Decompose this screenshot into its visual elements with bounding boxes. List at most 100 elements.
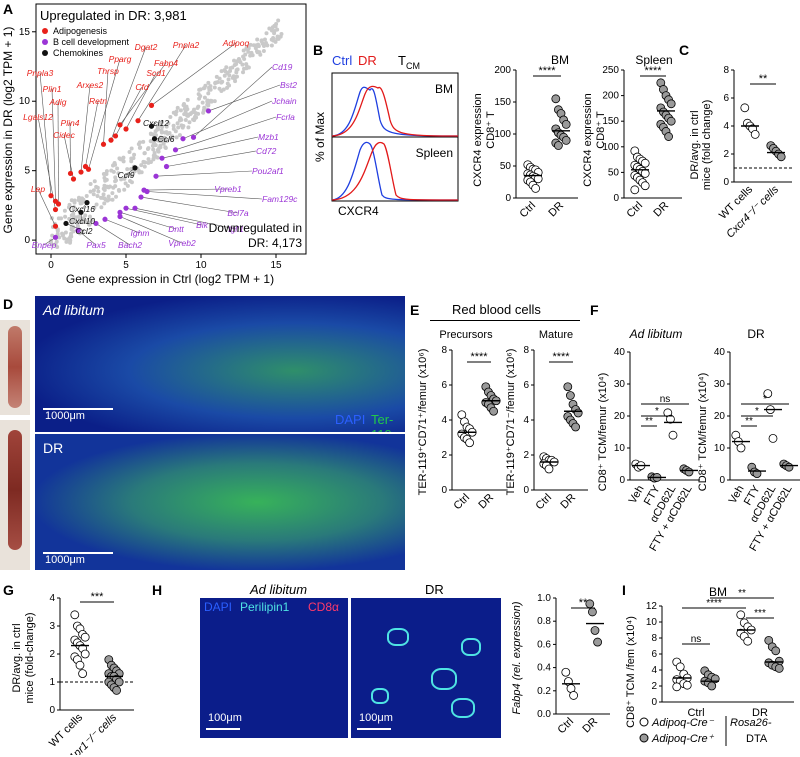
panel-h-scale-ad: 100μm bbox=[208, 712, 242, 724]
panel-f-dr-ylabel: CD8⁺ TCM/femur (x10⁴) bbox=[697, 373, 709, 492]
y-tick-label: 50 bbox=[608, 167, 620, 178]
y-tick-label: 8 bbox=[723, 65, 729, 76]
gene-point bbox=[155, 155, 160, 160]
gene-point-adipo bbox=[108, 137, 114, 143]
y-tick-label: 3 bbox=[49, 621, 55, 632]
gene-point bbox=[92, 205, 97, 210]
gene-label: Cxcl10 bbox=[69, 216, 95, 226]
gene-point bbox=[275, 34, 280, 39]
gene-point bbox=[145, 146, 150, 151]
gene-point-bcell bbox=[75, 227, 81, 233]
panel-letter-g: G bbox=[3, 582, 14, 598]
leader-line bbox=[119, 212, 177, 230]
leader-line bbox=[119, 62, 167, 126]
data-point bbox=[114, 677, 124, 687]
gene-point bbox=[261, 48, 266, 53]
panel-a-gene-labels: Pnpla3 Plin1 Adig Lgals12 Plin4 Cidec Retn Arxe… bbox=[23, 38, 298, 250]
gene-point bbox=[91, 192, 96, 197]
panel-b-ylabel: % of Max bbox=[313, 112, 327, 162]
data-point bbox=[750, 130, 760, 139]
gene-point bbox=[121, 155, 126, 160]
category-label: Ctrl bbox=[518, 200, 539, 221]
y-tick-label: 50 bbox=[500, 161, 512, 172]
gene-point bbox=[64, 239, 69, 244]
gene-point-adipo bbox=[55, 201, 62, 207]
gene-point bbox=[127, 150, 132, 155]
y-tick-label: 0 bbox=[651, 697, 657, 708]
gene-point bbox=[169, 136, 174, 141]
panel-h-scale-bar-dr bbox=[357, 728, 391, 730]
gene-label: Mzb1 bbox=[258, 132, 279, 142]
gene-label: Blk bbox=[196, 220, 209, 230]
gene-label: Cxcl12 bbox=[143, 118, 169, 128]
panel-b-bm-ylabel-1: CXCR4 expression bbox=[472, 93, 484, 187]
y-tick-label: 0 bbox=[523, 485, 529, 496]
panel-b-histograms: Ctrl DR T CM BM Spleen % of Max CXCR4 bbox=[313, 53, 459, 218]
gene-point bbox=[164, 130, 169, 135]
gene-point bbox=[55, 244, 60, 249]
data-point bbox=[668, 430, 678, 440]
gene-point bbox=[201, 86, 206, 91]
y-tick-label: 12 bbox=[646, 601, 658, 612]
panel-letter-f: F bbox=[590, 302, 599, 318]
data-point bbox=[666, 116, 676, 126]
data-point bbox=[640, 169, 650, 178]
data-point bbox=[70, 610, 80, 620]
gene-point bbox=[107, 197, 112, 202]
category-label: DR bbox=[651, 200, 671, 220]
gene-point bbox=[153, 133, 158, 138]
gene-point bbox=[177, 133, 182, 138]
gene-label: Pou2af1 bbox=[252, 166, 284, 176]
panel-e-mature-dotplot: Mature TER-119⁺CD71⁻/femur (x10⁶) 0 2 4 6 8 C… bbox=[505, 329, 588, 512]
y-tick-label: 6 bbox=[523, 380, 529, 391]
gene-point bbox=[122, 176, 127, 181]
gene-point-bcell bbox=[190, 134, 197, 140]
data-point bbox=[776, 152, 786, 162]
micrograph-h-dr: 100μm bbox=[351, 598, 501, 738]
y-tick-label: 40 bbox=[614, 347, 626, 358]
gene-point bbox=[121, 159, 126, 164]
gene-point bbox=[217, 76, 222, 81]
gene-point bbox=[151, 153, 156, 158]
gene-point bbox=[94, 202, 99, 207]
gene-point bbox=[242, 56, 247, 61]
leader-line bbox=[161, 136, 259, 159]
leader-line bbox=[146, 191, 263, 200]
gene-point bbox=[148, 131, 153, 136]
y-tick-label: 200 bbox=[602, 91, 619, 102]
gene-point bbox=[173, 129, 178, 134]
panel-e-pre-ylabel: TER-119⁺CD71⁺/femur (x10⁶) bbox=[417, 349, 429, 496]
gene-point bbox=[87, 222, 92, 227]
data-point bbox=[588, 607, 597, 617]
gene-point bbox=[88, 189, 93, 194]
panel-a-scatter: Pnpla3 Plin1 Adig Lgals12 Plin4 Cidec Retn Arxe… bbox=[1, 3, 307, 286]
gene-point bbox=[226, 77, 231, 82]
leader-line bbox=[151, 42, 237, 106]
gene-point bbox=[183, 109, 188, 114]
legend-chemo-swatch bbox=[42, 50, 48, 56]
gene-point-bcell bbox=[123, 205, 129, 211]
panel-a-ylabel: Gene expression in DR (log2 TPM + 1) bbox=[1, 27, 15, 234]
gene-point-bcell bbox=[159, 155, 165, 161]
gene-point bbox=[186, 125, 191, 130]
data-point bbox=[763, 389, 773, 398]
leader-line bbox=[85, 100, 99, 167]
gene-point bbox=[119, 177, 124, 182]
gene-point bbox=[148, 139, 153, 144]
panel-i-dotplot: BM CD8⁺ TCM /fem (x10⁴) Adipoq-Cre⁻ Adip… bbox=[625, 585, 794, 746]
gene-point bbox=[62, 208, 67, 213]
gene-point bbox=[164, 139, 169, 144]
y-tick-label: 4 bbox=[723, 121, 729, 132]
leader-line bbox=[143, 188, 229, 191]
leader-line bbox=[51, 88, 56, 202]
legend-bcell-label: B cell development bbox=[53, 37, 130, 47]
gene-point bbox=[192, 107, 197, 112]
panel-a-legend: Adipogenesis B cell development Chemokin… bbox=[42, 26, 130, 58]
gene-label: Cidec bbox=[53, 130, 75, 140]
data-point bbox=[80, 632, 90, 642]
panel-letter-i: I bbox=[622, 582, 626, 598]
leader-line bbox=[77, 230, 97, 246]
y-tick-label: 0.4 bbox=[537, 663, 551, 674]
y-tick-label: 2 bbox=[523, 450, 529, 461]
gene-point bbox=[142, 151, 147, 156]
